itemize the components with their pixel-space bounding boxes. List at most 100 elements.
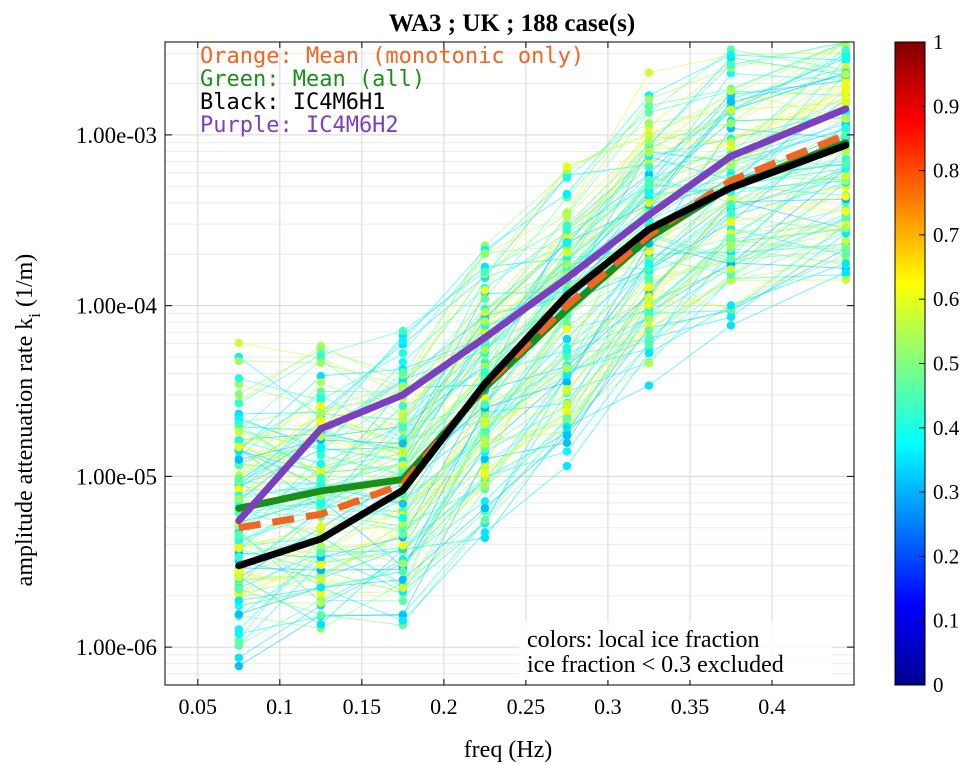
case-point xyxy=(398,422,408,432)
legend-entry: Black: IC4M6H1 xyxy=(200,90,385,115)
case-line xyxy=(238,134,847,468)
x-tick-label: 0.4 xyxy=(758,694,786,719)
case-line xyxy=(238,219,846,586)
case-point xyxy=(644,349,654,358)
case-point xyxy=(316,577,326,586)
case-point xyxy=(841,207,850,216)
case-point xyxy=(398,513,408,523)
case-point xyxy=(644,95,654,104)
case-line xyxy=(238,262,846,667)
case-point xyxy=(316,401,326,411)
case-point xyxy=(726,119,736,128)
case-point xyxy=(726,233,736,242)
case-point xyxy=(480,249,490,258)
case-point xyxy=(316,620,326,629)
case-point xyxy=(644,101,654,111)
case-point xyxy=(726,97,736,107)
case-point xyxy=(644,189,654,199)
case-line xyxy=(238,74,846,461)
case-point xyxy=(398,583,408,593)
case-point xyxy=(234,484,244,494)
case-line xyxy=(238,229,846,541)
case-point xyxy=(316,541,326,550)
case-point xyxy=(316,443,326,452)
annotation-background xyxy=(519,622,832,680)
case-point xyxy=(644,118,654,128)
case-line xyxy=(238,110,846,462)
case-point xyxy=(562,173,572,182)
annotation-line-1: colors: local ice fraction xyxy=(527,627,760,653)
case-point xyxy=(234,543,244,553)
case-point xyxy=(234,399,244,408)
case-point xyxy=(480,468,490,477)
colorbar-tick-label: 0.7 xyxy=(933,223,959,247)
plot-frame xyxy=(164,41,855,686)
case-line xyxy=(238,66,847,480)
case-point xyxy=(316,387,326,396)
case-point xyxy=(398,326,408,336)
y-axis-label-main: amplitude attenuation rate k xyxy=(12,318,38,587)
case-point xyxy=(841,46,850,55)
case-point xyxy=(841,249,850,259)
case-point xyxy=(726,254,736,263)
y-tick-label: 1.00e-03 xyxy=(76,123,157,148)
x-axis-label: freq (Hz) xyxy=(464,737,553,763)
case-line xyxy=(238,90,846,478)
case-point xyxy=(480,503,490,513)
case-point xyxy=(234,390,244,399)
case-point xyxy=(398,348,408,358)
case-point xyxy=(644,381,654,390)
case-point xyxy=(726,86,736,95)
case-point xyxy=(726,208,736,217)
case-point xyxy=(398,526,408,535)
chart-title: WA3 ; UK ; 188 case(s) xyxy=(389,10,635,37)
case-line xyxy=(238,131,847,532)
case-line xyxy=(238,224,847,630)
case-point xyxy=(480,286,490,295)
case-point xyxy=(234,436,244,445)
colorbar-tick-label: 0 xyxy=(933,673,944,697)
case-point xyxy=(841,192,850,201)
case-point xyxy=(398,499,408,508)
series-lines xyxy=(235,105,850,570)
case-line xyxy=(238,49,847,479)
case-point xyxy=(726,200,736,209)
case-point xyxy=(480,294,490,304)
case-point xyxy=(841,99,850,108)
colorbar-tick-label: 0.8 xyxy=(933,159,959,183)
annotation: colors: local ice fraction ice fraction … xyxy=(519,622,832,680)
case-point xyxy=(398,368,408,377)
case-point xyxy=(316,459,326,468)
x-tick-label: 0.1 xyxy=(266,694,294,719)
case-point xyxy=(398,567,408,577)
case-point xyxy=(644,163,654,172)
case-point xyxy=(398,415,408,424)
case-point xyxy=(562,352,572,362)
case-point xyxy=(562,447,572,456)
case-point xyxy=(316,358,326,368)
case-point xyxy=(726,239,736,249)
case-point xyxy=(234,455,244,464)
case-line xyxy=(238,271,847,625)
case-line xyxy=(238,223,847,594)
case-line xyxy=(238,175,847,589)
case-point xyxy=(398,439,408,448)
case-point xyxy=(234,374,244,383)
case-point xyxy=(398,336,408,346)
case-point xyxy=(316,521,326,531)
case-point xyxy=(562,334,572,344)
case-line xyxy=(238,227,846,566)
case-point xyxy=(480,497,490,506)
case-point xyxy=(316,416,326,425)
case-point xyxy=(480,435,490,444)
case-point xyxy=(841,69,850,79)
case-point xyxy=(234,567,244,576)
case-point xyxy=(398,357,408,367)
case-line xyxy=(238,143,846,500)
case-line xyxy=(238,262,846,622)
case-point xyxy=(644,314,654,323)
case-point xyxy=(234,661,244,671)
case-point xyxy=(841,81,850,90)
case-line xyxy=(238,168,846,579)
case-point xyxy=(562,238,572,248)
